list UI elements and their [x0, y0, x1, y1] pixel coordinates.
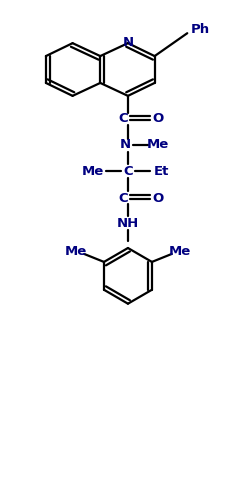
Text: Me: Me [147, 138, 169, 151]
Text: C: C [118, 112, 128, 125]
Text: O: O [152, 112, 163, 125]
Text: Me: Me [65, 246, 87, 258]
Text: N: N [119, 138, 131, 151]
Text: Et: Et [154, 165, 169, 178]
Text: Ph: Ph [191, 23, 210, 36]
Text: Me: Me [82, 165, 104, 178]
Text: O: O [152, 192, 163, 205]
Text: Me: Me [169, 246, 191, 258]
Text: NH: NH [117, 217, 139, 230]
Text: C: C [123, 165, 133, 178]
Text: N: N [122, 36, 134, 49]
Text: C: C [118, 192, 128, 205]
